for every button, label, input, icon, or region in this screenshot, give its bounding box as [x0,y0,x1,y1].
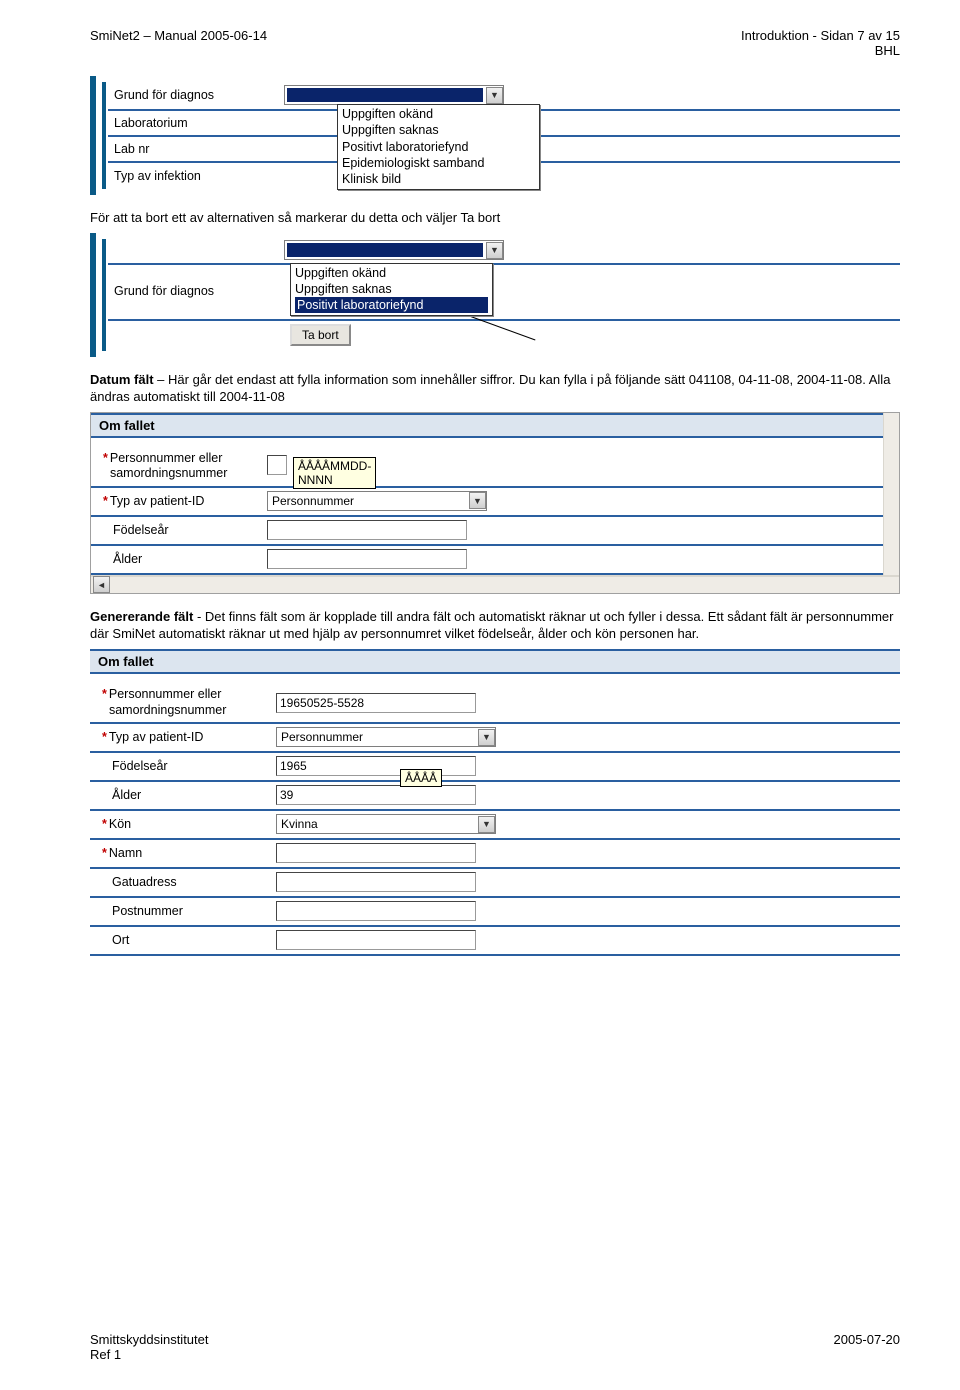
input-gatuadress[interactable] [276,872,476,892]
input-namn[interactable] [276,843,476,863]
horizontal-scrollbar[interactable]: ◄ [91,575,899,593]
tooltip-year-format: ÅÅÅÅ [400,769,442,787]
chevron-down-icon[interactable]: ▼ [478,729,495,746]
dropdown-grund-diagnos[interactable]: ▼ [284,240,504,260]
screenshot-2: ▼ Grund för diagnos Ta bort Uppgiften ok… [90,233,900,357]
option[interactable]: Positivt laboratoriefynd [295,297,488,313]
para-genererande-falt: Genererande fält - Det finns fält som är… [90,608,900,643]
scroll-left-icon[interactable]: ◄ [93,576,110,593]
remove-button[interactable]: Ta bort [290,324,351,346]
option[interactable]: Uppgiften okänd [342,106,535,122]
input-fodelsear[interactable] [267,520,467,540]
para-remove-alt: För att ta bort ett av alternativen så m… [90,209,900,227]
input-alder[interactable]: 39 [276,785,476,805]
footer-date: 2005-07-20 [834,1332,901,1362]
screenshot-4: Om fallet *Personnummer eller samordning… [90,649,900,956]
label-alder: Ålder [96,788,276,802]
dropdown-typ-patient-id[interactable]: Personnummer ▼ [276,727,496,747]
label-personnummer: *Personnummer eller samordningsnummer [96,687,276,718]
option[interactable]: Klinisk bild [342,171,535,187]
header-left: SmiNet2 – Manual 2005-06-14 [90,28,267,58]
grund-diagnos-options[interactable]: Uppgiften okänd Uppgiften saknas Positiv… [337,104,540,190]
label-fodelsear: Födelseår [97,523,267,537]
chevron-down-icon[interactable]: ▼ [486,87,503,104]
input-postnummer[interactable] [276,901,476,921]
footer-org: Smittskyddsinstitutet [90,1332,209,1347]
label-personnummer: *Personnummer eller samordningsnummer [97,451,267,482]
tooltip-pnr-format: ÅÅÅÅMMDD-NNNN [293,457,376,489]
option[interactable]: Positivt laboratoriefynd [342,139,535,155]
option[interactable]: Uppgiften okänd [295,265,488,281]
input-alder[interactable] [267,549,467,569]
input-fodelsear[interactable]: 1965 [276,756,476,776]
label-laboratorium: Laboratorium [114,116,284,130]
label-namn: *Namn [96,846,276,860]
section-om-fallet: Om fallet [90,649,900,674]
screenshot-1: Grund för diagnos ▼ Laboratorium Lab nr … [90,76,900,195]
label-grund-diagnos: Grund för diagnos [114,284,284,298]
dropdown-grund-diagnos[interactable]: ▼ [284,85,504,105]
label-postnummer: Postnummer [96,904,276,918]
label-typ-infektion: Typ av infektion [114,169,284,183]
vertical-scrollbar[interactable] [883,413,899,575]
page-footer: Smittskyddsinstitutet Ref 1 2005-07-20 [90,1332,900,1362]
dropdown-kon[interactable]: Kvinna ▼ [276,814,496,834]
grund-diagnos-options-2[interactable]: Uppgiften okänd Uppgiften saknas Positiv… [290,263,493,317]
input-personnummer[interactable]: 19650525-5528 [276,693,476,713]
label-kon: *Kön [96,817,276,831]
label-grund-diagnos [114,243,284,257]
label-lab-nr: Lab nr [114,142,284,156]
option[interactable]: Epidemiologiskt samband [342,155,535,171]
dropdown-typ-patient-id[interactable]: Personnummer ▼ [267,491,487,511]
chevron-down-icon[interactable]: ▼ [478,816,495,833]
option[interactable]: Uppgiften saknas [295,281,488,297]
label-gatuadress: Gatuadress [96,875,276,889]
header-right: Introduktion - Sidan 7 av 15 BHL [741,28,900,58]
chevron-down-icon[interactable]: ▼ [486,242,503,259]
input-ort[interactable] [276,930,476,950]
label-typ-patient-id: *Typ av patient-ID [97,494,267,508]
input-personnummer[interactable] [267,455,287,475]
label-grund-diagnos: Grund för diagnos [114,88,284,102]
label-typ-patient-id: *Typ av patient-ID [96,730,276,744]
screenshot-3: Om fallet *Personnummer eller samordning… [90,412,900,594]
label-ort: Ort [96,933,276,947]
label-fodelsear: Födelseår [96,759,276,773]
option[interactable]: Uppgiften saknas [342,122,535,138]
label-alder: Ålder [97,552,267,566]
chevron-down-icon[interactable]: ▼ [469,492,486,509]
section-om-fallet: Om fallet [91,413,883,438]
para-datum-falt: Datum fält – Här går det endast att fyll… [90,371,900,406]
page-header: SmiNet2 – Manual 2005-06-14 Introduktion… [90,28,900,58]
footer-ref: Ref 1 [90,1347,209,1362]
